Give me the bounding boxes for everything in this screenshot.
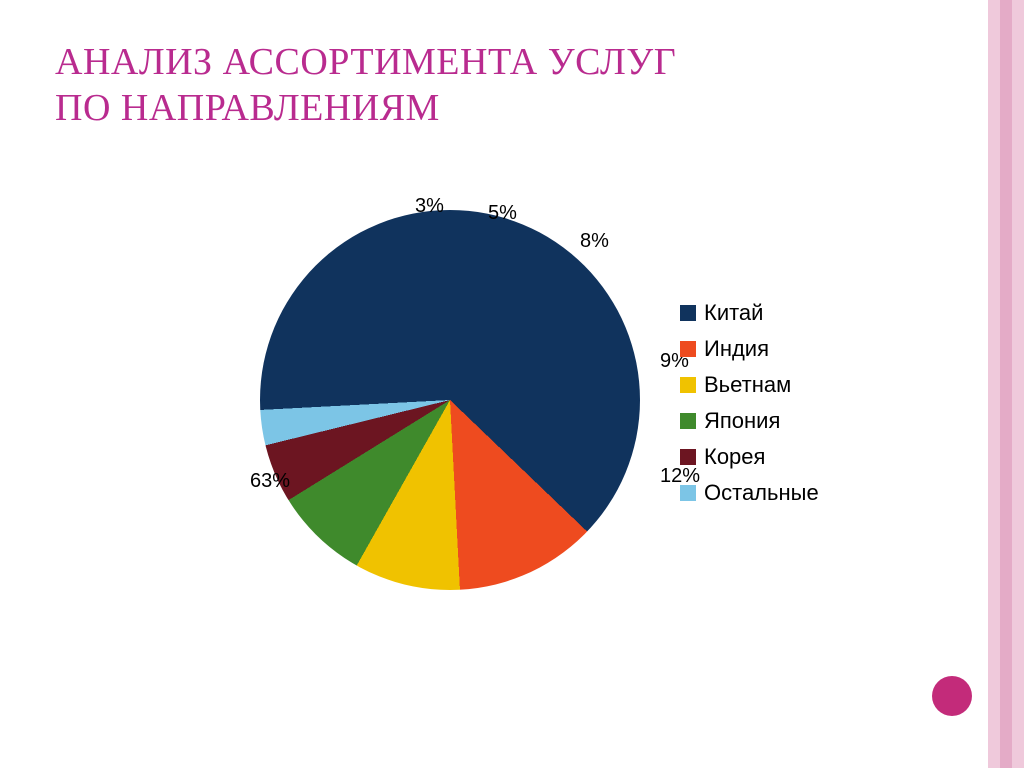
pie-chart: 63%12%9%8%5%3% [260, 210, 640, 590]
legend-swatch [680, 341, 696, 357]
legend-item: Остальные [680, 480, 819, 506]
legend-swatch [680, 449, 696, 465]
legend-label: Китай [704, 300, 763, 326]
right-stripe-band [988, 0, 1024, 768]
decor-circle [932, 676, 972, 716]
legend-label: Остальные [704, 480, 819, 506]
legend-item: Индия [680, 336, 819, 362]
slide-title-line1: АНАЛИЗ АССОРТИМЕНТА УСЛУГ [55, 40, 676, 86]
slice-label: 3% [415, 195, 444, 218]
legend-label: Япония [704, 408, 780, 434]
slice-label: 8% [580, 230, 609, 253]
stripe [988, 0, 1000, 768]
legend-swatch [680, 413, 696, 429]
legend-swatch [680, 377, 696, 393]
slide-title: АНАЛИЗ АССОРТИМЕНТА УСЛУГ ПО НАПРАВЛЕНИЯ… [55, 40, 676, 131]
slice-label: 63% [250, 470, 290, 493]
legend-item: Вьетнам [680, 372, 819, 398]
legend-label: Корея [704, 444, 765, 470]
legend-label: Индия [704, 336, 769, 362]
chart-area: 63%12%9%8%5%3% Китай Индия Вьетнам Япония Ко… [120, 170, 870, 670]
legend-item: Корея [680, 444, 819, 470]
slice-label: 5% [488, 202, 517, 225]
legend-item: Япония [680, 408, 819, 434]
legend-label: Вьетнам [704, 372, 791, 398]
legend: Китай Индия Вьетнам Япония Корея Остальные [680, 300, 819, 516]
slide-title-line2: ПО НАПРАВЛЕНИЯМ [55, 86, 676, 132]
legend-swatch [680, 305, 696, 321]
slide: АНАЛИЗ АССОРТИМЕНТА УСЛУГ ПО НАПРАВЛЕНИЯ… [0, 0, 1024, 768]
stripe [1012, 0, 1024, 768]
legend-swatch [680, 485, 696, 501]
pie-disc [260, 210, 640, 590]
legend-item: Китай [680, 300, 819, 326]
stripe [1000, 0, 1012, 768]
